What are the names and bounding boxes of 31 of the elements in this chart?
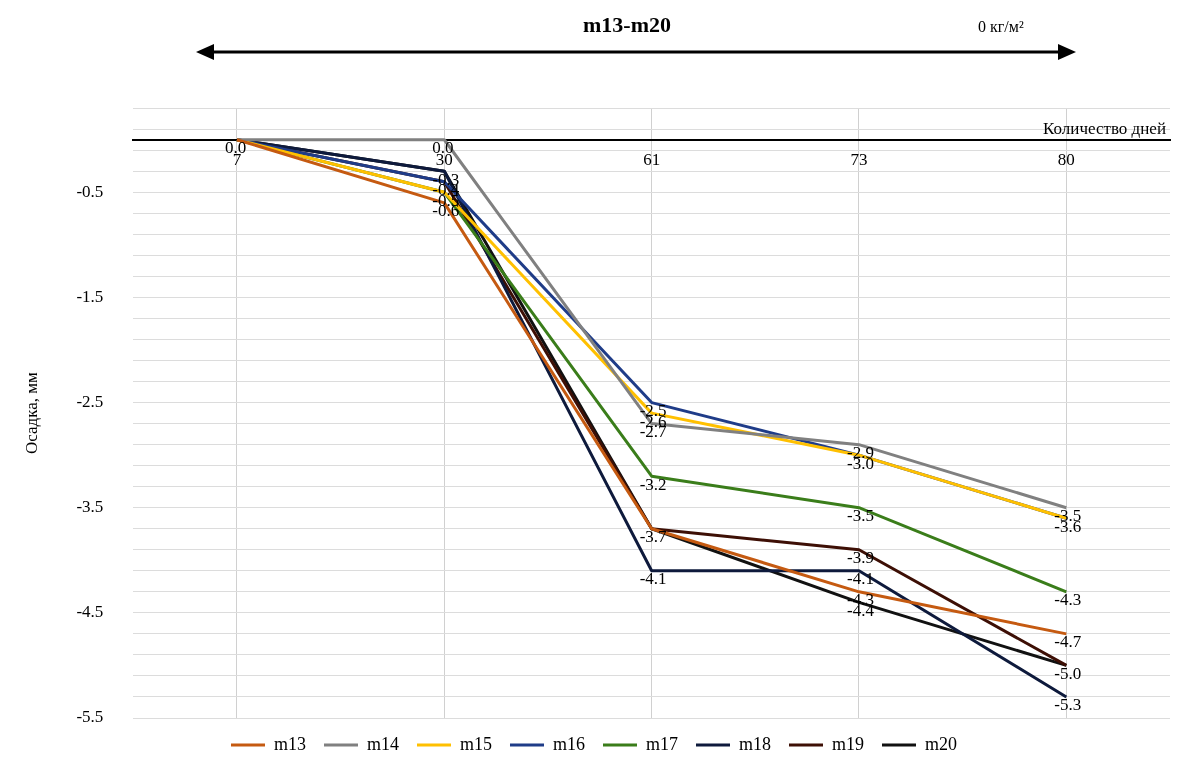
x-tick-label: 73 xyxy=(850,150,868,170)
legend-label: m18 xyxy=(739,733,772,754)
chart-title: m13-m20 xyxy=(583,12,671,37)
x-tick-label: 80 xyxy=(1057,150,1075,170)
data-label: -4.3 xyxy=(1054,590,1082,610)
data-label: -4.1 xyxy=(639,569,667,589)
y-axis-title: Осадка, мм xyxy=(21,371,41,454)
y-tick-label: -3.5 xyxy=(76,497,104,517)
data-label: -3.2 xyxy=(639,474,667,494)
data-label: -3.7 xyxy=(639,527,668,547)
y-tick-label: -0.5 xyxy=(76,181,104,201)
legend-label: m19 xyxy=(832,733,865,754)
y-tick-label: -4.5 xyxy=(76,602,104,622)
text: 0 кг/м² xyxy=(978,18,1024,36)
data-label: -3.5 xyxy=(846,506,874,526)
data-label: -3.9 xyxy=(846,548,874,568)
legend-label: m15 xyxy=(460,733,493,754)
legend-label: m20 xyxy=(925,733,958,754)
legend-label: m14 xyxy=(367,733,400,754)
x-axis-title: Количество дней xyxy=(1043,118,1166,138)
y-tick-label: -1.5 xyxy=(76,286,104,306)
legend-label: m16 xyxy=(553,733,586,754)
y-tick-label: -2.5 xyxy=(76,392,104,412)
data-label: -5.0 xyxy=(1054,663,1082,683)
data-label: -4.1 xyxy=(846,569,874,589)
y-tick-label: -5.5 xyxy=(76,707,104,727)
data-label: -4.7 xyxy=(1054,632,1082,652)
legend-label: m17 xyxy=(646,733,679,754)
x-tick-label: 61 xyxy=(643,150,661,170)
legend-label: m13 xyxy=(274,733,307,754)
data-label: -5.3 xyxy=(1054,695,1082,715)
